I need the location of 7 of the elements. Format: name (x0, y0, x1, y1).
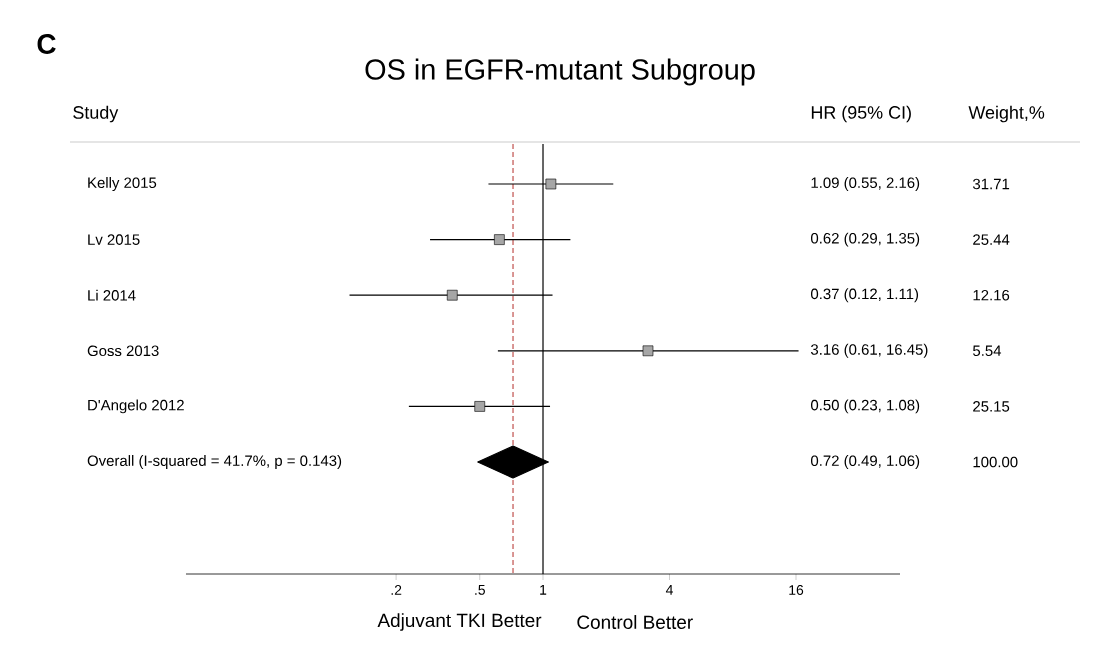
text: C (37, 34, 56, 54)
text: Control Better (577, 615, 693, 629)
chart-title: OS in EGFR-mutant Subgroup (365, 58, 755, 86)
text: Adjuvant TKI Better (377, 613, 542, 631)
text: Study (73, 105, 119, 123)
text: Weight,% (968, 105, 1045, 123)
text: HR (95% CI) (811, 105, 911, 123)
